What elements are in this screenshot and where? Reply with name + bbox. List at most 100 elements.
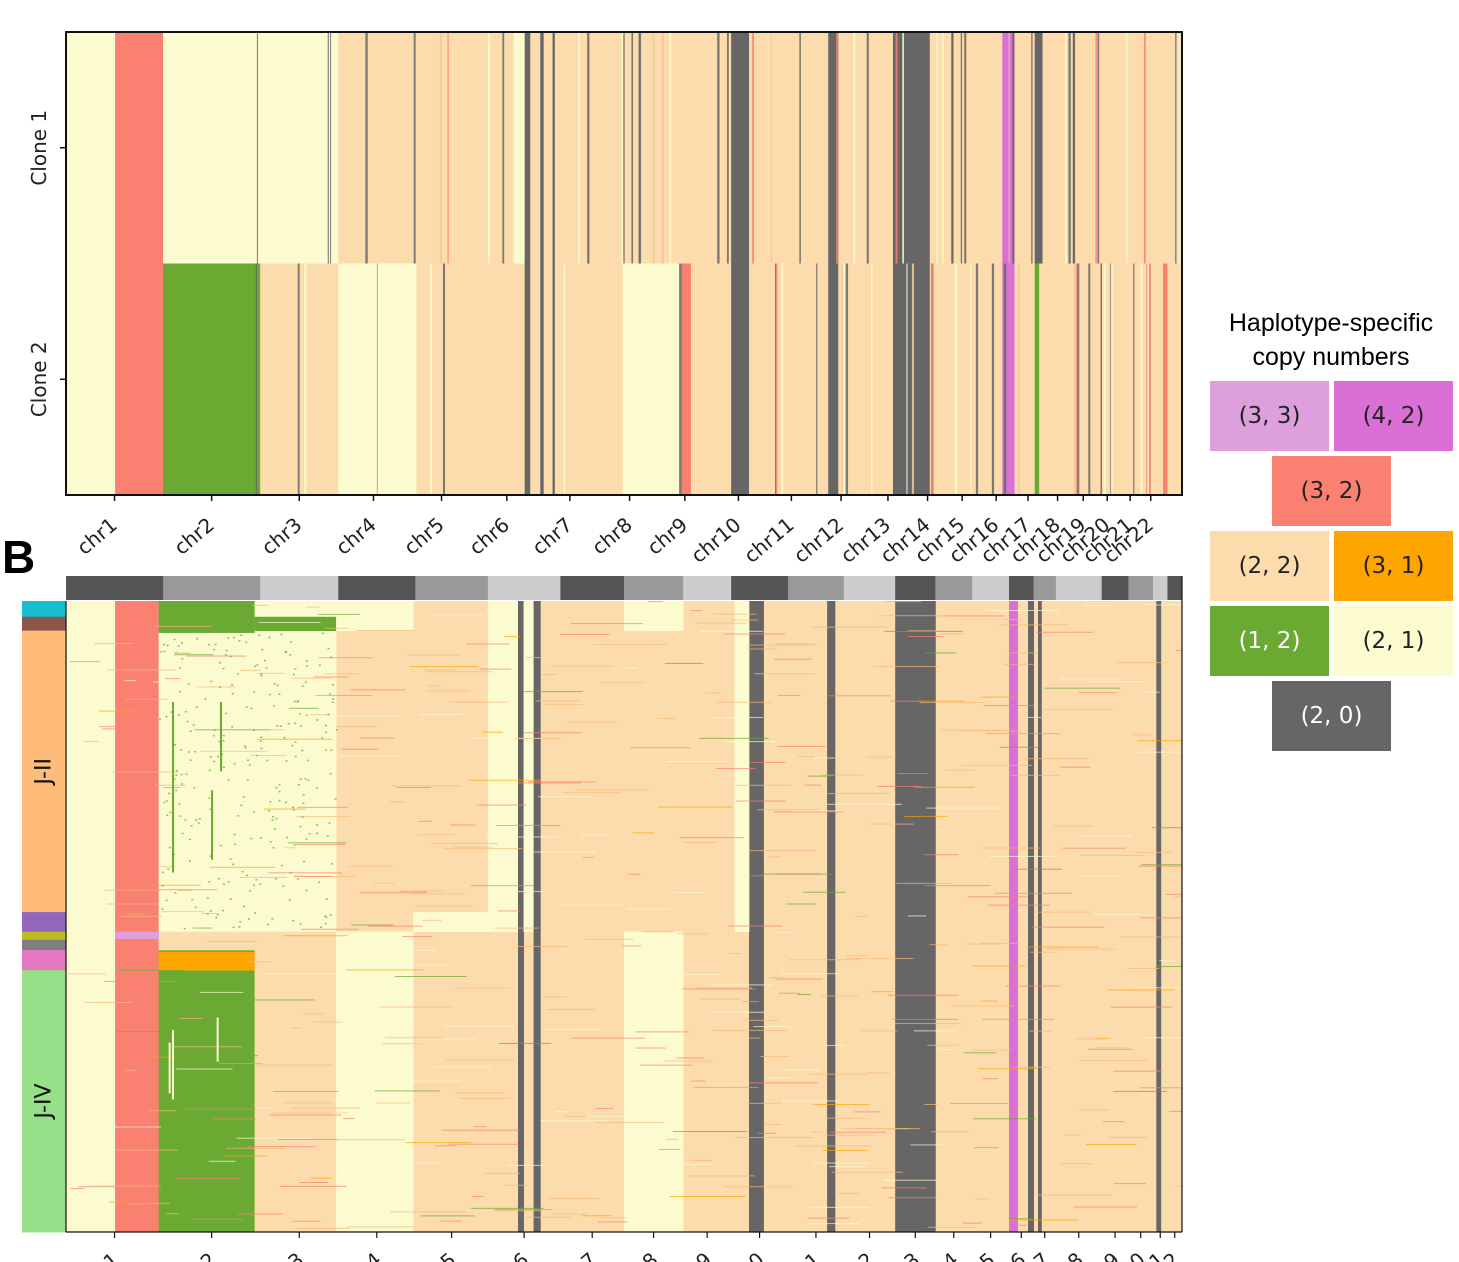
cell-speckle [282, 885, 285, 887]
cell-streak [458, 1098, 511, 1100]
cell-streak [1033, 911, 1091, 913]
cn-stripe [781, 263, 784, 495]
chromosome-bar-segment [66, 576, 164, 600]
cell-speckle [198, 818, 201, 820]
cell-streak [409, 666, 478, 668]
cell-speckle [193, 786, 196, 789]
cell-streak [179, 1017, 203, 1019]
cell-streak [600, 682, 646, 684]
cell-streak [919, 702, 986, 704]
cell-speckle [165, 715, 168, 718]
cell-streak [894, 1023, 962, 1025]
cell-streak [1074, 1206, 1137, 1208]
cell-streak [672, 1131, 748, 1133]
cn-segment [338, 32, 514, 264]
cell-streak [166, 1213, 179, 1215]
cell-speckle [318, 664, 321, 666]
cell-streak [1074, 1038, 1106, 1040]
cell-streak [423, 669, 454, 671]
cell-speckle [330, 656, 333, 659]
cell-speckle [175, 774, 178, 776]
cell-streak [375, 1049, 411, 1051]
cell-streak [797, 994, 811, 996]
cn-stripe [623, 32, 625, 264]
chromosome-bar-segment [895, 576, 936, 600]
cell-streak [225, 1147, 286, 1149]
cell-streak [750, 875, 763, 877]
cell-streak [735, 800, 786, 802]
cn-block [895, 601, 936, 1233]
chromosome-label: 12 [844, 1247, 879, 1262]
cell-speckle [264, 659, 267, 662]
cell-streak [869, 823, 914, 825]
cell-streak [626, 908, 670, 910]
cell-streak [480, 668, 512, 670]
cell-streak [88, 1126, 162, 1128]
cell-streak [151, 889, 217, 891]
cell-streak [1165, 893, 1182, 895]
cn-segment [690, 263, 732, 495]
cell-streak [804, 784, 822, 786]
cell-streak [1097, 1037, 1111, 1039]
cell-streak [1008, 1218, 1032, 1220]
cell-streak [515, 738, 561, 740]
cell-speckle [242, 905, 245, 908]
cell-streak [417, 834, 456, 836]
cell-streak [206, 940, 257, 942]
cell-streak [575, 789, 649, 791]
cell-streak [455, 987, 511, 989]
cell-streak [760, 1056, 790, 1058]
cell-streak [913, 1030, 955, 1032]
cell-streak [238, 1055, 259, 1057]
cn-segment [530, 32, 541, 264]
cell-streak [695, 622, 747, 624]
cell-streak [1113, 1070, 1163, 1072]
cell-streak [1078, 835, 1132, 837]
cell-speckle [213, 648, 216, 651]
cell-speckle [285, 760, 288, 762]
cn-segment [115, 263, 164, 495]
cell-streak [1176, 650, 1182, 652]
cell-streak [382, 1043, 423, 1045]
cell-streak [271, 729, 286, 731]
cell-streak [420, 1215, 475, 1217]
chromosome-bar-segment [683, 576, 732, 600]
chromosome-bar-segment [624, 576, 684, 600]
cell-streak [218, 1063, 263, 1065]
cn-block [115, 931, 160, 939]
cell-streak [872, 666, 940, 668]
cell-streak [528, 781, 597, 783]
cell-streak [724, 741, 779, 743]
panel-a-row-labels: Clone 1 Clone 2 [27, 110, 66, 417]
legend-title-line2: copy numbers [1252, 343, 1410, 371]
cell-speckle [255, 879, 258, 881]
cell-streak [810, 1131, 824, 1133]
cell-streak [1013, 1224, 1027, 1226]
cell-streak [324, 627, 349, 629]
cell-streak [472, 1195, 484, 1197]
cell-streak [154, 625, 212, 627]
cell-speckle [174, 744, 177, 746]
cell-speckle [266, 923, 269, 926]
cell-streak [1004, 618, 1023, 620]
cn-stripe [895, 32, 898, 264]
cluster-bar-segment [22, 970, 66, 1233]
chromosome-label: chr5 [399, 512, 449, 559]
cell-streak [263, 798, 309, 800]
cell-streak [986, 610, 1059, 612]
cell-streak [420, 713, 463, 715]
cell-streak [716, 701, 772, 703]
cell-streak [642, 931, 674, 933]
cell-speckle [253, 811, 256, 813]
cell-streak [949, 1102, 1008, 1104]
cell-speckle [222, 667, 225, 670]
cell-speckle [180, 642, 183, 644]
cell-streak [910, 1144, 945, 1146]
cell-speckle [233, 833, 236, 836]
cell-streak [1102, 1121, 1125, 1123]
chromosome-bar-segment [1152, 576, 1168, 600]
cell-streak [681, 988, 756, 990]
cell-streak [633, 832, 654, 834]
cell-speckle [238, 925, 241, 928]
cell-streak [450, 824, 476, 826]
